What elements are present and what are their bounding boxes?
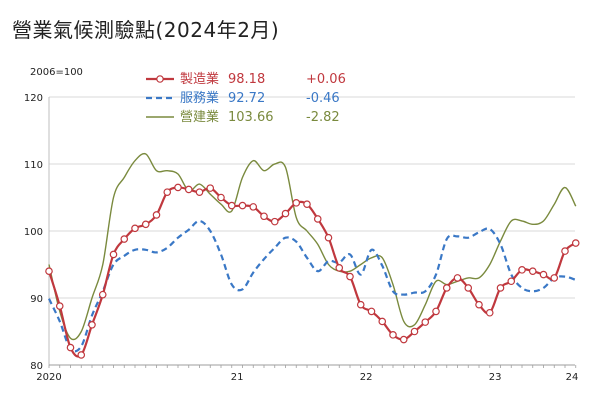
- manufacturing-point: [518, 266, 526, 274]
- manufacturing-point: [421, 318, 430, 326]
- manufacturing-point: [335, 264, 344, 272]
- legend-latest-manufacturing: 98.18: [228, 72, 265, 87]
- manufacturing-point: [270, 217, 279, 226]
- x-tick-label: 21: [231, 372, 244, 383]
- manufacturing-point: [496, 284, 505, 292]
- x-tick-label: 22: [360, 372, 373, 383]
- manufacturing-point: [45, 267, 53, 276]
- manufacturing-point: [432, 307, 440, 316]
- manufacturing-point: [292, 199, 301, 207]
- manufacturing-point: [98, 290, 107, 299]
- manufacturing-point: [367, 307, 376, 316]
- legend-marker-manufacturing: [156, 75, 164, 83]
- manufacturing-point: [249, 203, 258, 211]
- manufacturing-series-line: [47, 186, 577, 358]
- manufacturing-point: [571, 239, 580, 247]
- manufacturing-point: [389, 331, 397, 339]
- services-series-line: [48, 219, 577, 353]
- manufacturing-point: [378, 317, 387, 326]
- y-unit-label: 2006=100: [30, 67, 83, 78]
- manufacturing-point: [464, 284, 473, 292]
- x-tick-label: 23: [489, 372, 502, 383]
- y-tick-label: 120: [24, 93, 43, 104]
- manufacturing-point: [313, 215, 322, 223]
- manufacturing-point: [131, 224, 139, 233]
- legend-change-manufacturing: +0.06: [306, 72, 346, 87]
- manufacturing-point: [507, 277, 516, 286]
- manufacturing-point: [66, 343, 75, 352]
- manufacturing-point: [281, 209, 290, 218]
- legend-name-services: 服務業: [180, 90, 219, 106]
- legend-name-manufacturing: 製造業: [180, 71, 219, 87]
- manufacturing-point: [356, 300, 365, 309]
- construction-series-line: [48, 152, 577, 341]
- manufacturing-point: [303, 200, 311, 209]
- manufacturing-point: [260, 212, 268, 221]
- y-tick-label: 110: [24, 160, 43, 171]
- manufacturing-point: [217, 193, 225, 202]
- manufacturing-point: [399, 335, 408, 344]
- chart-title: 營業氣候測驗點(2024年2月): [12, 18, 280, 42]
- manufacturing-point: [410, 327, 419, 336]
- y-tick-label: 90: [30, 294, 43, 305]
- manufacturing-point: [324, 233, 333, 242]
- legend-change-services: -0.46: [306, 91, 340, 106]
- legend-name-construction: 營建業: [180, 109, 219, 125]
- y-tick-label: 80: [30, 361, 43, 372]
- manufacturing-point: [475, 300, 483, 309]
- manufacturing-point: [184, 185, 193, 194]
- manufacturing-point: [453, 274, 462, 282]
- manufacturing-point: [485, 308, 494, 317]
- legend-change-construction: -2.82: [306, 110, 340, 125]
- manufacturing-point: [539, 270, 548, 279]
- legend-latest-construction: 103.66: [228, 110, 274, 125]
- manufacturing-point: [528, 267, 537, 276]
- manufacturing-point: [442, 284, 451, 292]
- y-tick-label: 100: [24, 227, 43, 238]
- manufacturing-point: [120, 235, 129, 243]
- manufacturing-point: [152, 211, 161, 219]
- manufacturing-point: [561, 247, 569, 255]
- manufacturing-point: [550, 274, 559, 282]
- manufacturing-point: [77, 351, 86, 359]
- x-tick-label: 24: [566, 372, 579, 383]
- legend-latest-services: 92.72: [228, 91, 265, 106]
- manufacturing-point: [174, 183, 182, 192]
- manufacturing-point: [109, 250, 118, 259]
- manufacturing-point: [163, 188, 172, 196]
- manufacturing-point: [141, 220, 150, 229]
- manufacturing-point: [88, 320, 96, 329]
- manufacturing-point: [195, 188, 204, 196]
- manufacturing-point: [346, 272, 354, 281]
- manufacturing-point: [238, 201, 247, 210]
- manufacturing-point: [55, 302, 64, 310]
- x-tick-label: 2020: [36, 372, 61, 383]
- manufacturing-point: [206, 184, 215, 192]
- manufacturing-point: [227, 201, 236, 210]
